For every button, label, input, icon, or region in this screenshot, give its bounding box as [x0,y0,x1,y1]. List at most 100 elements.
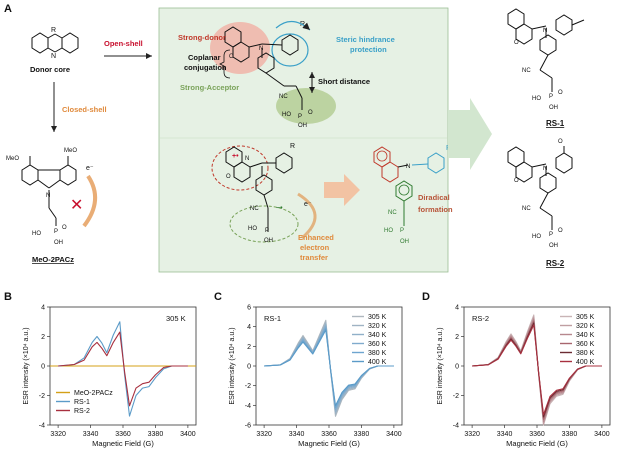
rs1-p-label: P [549,94,553,100]
rs1-label: RS-1 [546,119,565,128]
strong-acceptor-label: Strong-Acceptor [180,83,239,92]
legend-label: 320 K [368,323,387,330]
enhanced-line3: transfer [300,253,328,262]
y-tick-label: 2 [455,334,459,341]
meo-2pacz-structure [21,156,77,226]
steric-line2: protection [350,45,387,54]
legend-label: 360 K [576,341,595,348]
y-tick-label: -6 [245,423,251,430]
y-axis-label: ESR intensity (×10⁴ a.u.) [437,327,444,404]
open-shell-label: Open-shell [104,39,143,48]
panel-letter: D [422,291,430,303]
ct-n-label: N [245,156,249,162]
steric-highlight [271,33,309,67]
x-tick-label: 3320 [256,431,272,438]
x-tick-label: 3380 [562,431,578,438]
rs1-ho-label: HO [532,96,541,102]
dr-ho-label: HO [384,228,393,234]
rs2-o-label: O [514,178,519,184]
rs2-n-label: N [543,166,547,172]
rs1-structure [507,8,585,92]
x-axis-label: Magnetic Field (G) [506,439,568,448]
legend-label: 305 K [368,314,387,321]
x-tick-label: 3340 [83,431,99,438]
coplanar-line1: Coplanar [188,53,221,62]
ct-nc-label: NC [250,206,259,212]
y-tick-label: 0 [41,364,45,371]
x-tick-label: 3360 [529,431,545,438]
y-tick-label: 4 [41,305,45,312]
diradical-structure [373,146,445,226]
rs2-label: RS-2 [546,259,565,268]
legend-label: RS-2 [74,408,90,415]
diradical-line1: Diradical [418,193,450,202]
top-o-label: O [229,54,234,60]
x-tick-label: 3340 [289,431,305,438]
y-tick-label: 4 [455,305,459,312]
donor-r-label: R [51,27,56,34]
y-tick-label: 0 [455,364,459,371]
meo-electron-arrow [82,174,97,228]
legend-label: 320 K [576,323,595,330]
rs1-n-label: N [543,28,547,34]
x-axis-label: Magnetic Field (G) [298,439,360,448]
anion-ring-highlight [229,205,299,243]
x-tick-label: 3320 [50,431,66,438]
ct-electron-arrow [297,192,317,240]
series-line-rs-2 [58,331,188,407]
enhanced-line1: Enhanced [298,233,334,242]
legend-label: 380 K [368,350,387,357]
legend-label: MeO-2PACz [74,390,113,397]
legend-label: 360 K [368,341,387,348]
y-tick-label: 2 [41,334,45,341]
ct-p-label: P [265,228,269,234]
meo-right-label: MeO [64,148,77,154]
x-tick-label: 3360 [321,431,337,438]
dr-n-label: N [406,164,410,170]
donor-core-structure [31,32,79,54]
panel-letter: C [214,291,222,303]
chart-annotation: 305 K [166,314,186,323]
meo-o-label: O [62,225,67,231]
dr-oh-label: OH [400,239,409,245]
panel-letter-a: A [4,3,12,15]
y-tick-label: -2 [39,393,45,400]
meo-electron-label: e⁻ [86,165,94,172]
anion-radical-label: −• [276,205,283,212]
top-n-label: N [259,46,263,52]
ct-o-label: O [226,174,231,180]
top-ho-label: HO [282,112,291,118]
chart-c: C 3320 3340 3360 3380 3400 -6 -4 -2 0 2 4 6 Magnetic … [214,291,403,448]
closed-shell-label: Closed-shell [62,105,107,114]
ct-r-label: R [290,143,295,150]
steric-line1: Steric hindrance [336,35,395,44]
dr-p-label: P [400,228,404,234]
acceptor-highlight [276,88,336,124]
series-line-400-k [472,324,602,416]
strong-donor-label: Strong-donor [178,33,226,42]
y-axis-label: ESR intensity (×10⁴ a.u.) [229,327,236,404]
meo-oh-label: OH [54,240,63,246]
legend-label: 380 K [576,350,595,357]
rs2-o-top-label: O [558,139,563,145]
top-molecule-structure [224,26,303,110]
chart-annotation: RS-1 [264,314,281,323]
rs2-ho-label: HO [532,234,541,240]
y-tick-label: 4 [247,324,251,331]
legend-label: 340 K [576,332,595,339]
ct-electron-label: e⁻ [304,201,312,208]
rs2-o2-label: O [558,228,563,234]
y-tick-label: -4 [245,403,251,410]
meo-n-label: N [46,193,50,199]
rs2-oh-label: OH [549,243,558,249]
top-o2-label: O [308,110,313,116]
enhanced-line2: electron [300,243,330,252]
rs2-structure [507,146,573,230]
top-p-label: P [298,114,302,120]
x-tick-label: 3340 [497,431,513,438]
legend-label: 400 K [368,359,387,366]
mechanism-box [158,7,449,273]
meo-ho-label: HO [32,231,41,237]
chart-annotation: RS-2 [472,314,489,323]
